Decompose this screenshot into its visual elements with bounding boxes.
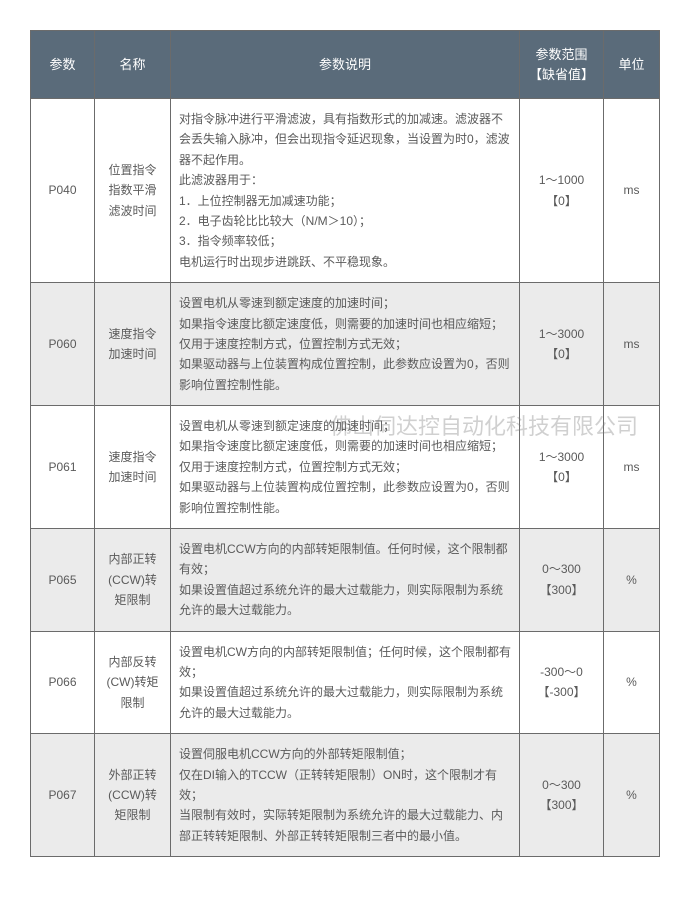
cell-param: P060: [31, 283, 95, 406]
table-header: 参数 名称 参数说明 参数范围【缺省值】 单位: [31, 31, 660, 99]
cell-desc: 设置电机CCW方向的内部转矩限制值。任何时候，这个限制都有效；如果设置值超过系统…: [171, 529, 520, 632]
cell-name: 位置指令指数平滑滤波时间: [95, 99, 171, 283]
table-row: P066内部反转(CW)转矩限制设置电机CW方向的内部转矩限制值；任何时候，这个…: [31, 631, 660, 734]
col-header-param: 参数: [31, 31, 95, 99]
table-row: P060速度指令加速时间设置电机从零速到额定速度的加速时间；如果指令速度比额定速…: [31, 283, 660, 406]
cell-param: P065: [31, 529, 95, 632]
cell-range: -300～0【-300】: [520, 631, 604, 734]
cell-unit: %: [604, 529, 660, 632]
cell-unit: %: [604, 734, 660, 857]
cell-param: P067: [31, 734, 95, 857]
col-header-name: 名称: [95, 31, 171, 99]
cell-param: P066: [31, 631, 95, 734]
table-body: P040位置指令指数平滑滤波时间对指令脉冲进行平滑滤波，具有指数形式的加减速。滤…: [31, 99, 660, 857]
cell-name: 速度指令加速时间: [95, 283, 171, 406]
cell-unit: ms: [604, 406, 660, 529]
cell-name: 速度指令加速时间: [95, 406, 171, 529]
cell-desc: 设置电机从零速到额定速度的加速时间；如果指令速度比额定速度低，则需要的加速时间也…: [171, 283, 520, 406]
cell-param: P061: [31, 406, 95, 529]
cell-range: 0～300【300】: [520, 734, 604, 857]
cell-param: P040: [31, 99, 95, 283]
table-row: P065内部正转(CCW)转矩限制设置电机CCW方向的内部转矩限制值。任何时候，…: [31, 529, 660, 632]
table-row: P067外部正转(CCW)转矩限制设置伺服电机CCW方向的外部转矩限制值；仅在D…: [31, 734, 660, 857]
table-row: P061速度指令加速时间设置电机从零速到额定速度的加速时间；如果指令速度比额定速…: [31, 406, 660, 529]
cell-desc: 对指令脉冲进行平滑滤波，具有指数形式的加减速。滤波器不会丢失输入脉冲，但会出现指…: [171, 99, 520, 283]
cell-name: 内部正转(CCW)转矩限制: [95, 529, 171, 632]
cell-range: 0～300【300】: [520, 529, 604, 632]
cell-range: 1～3000【0】: [520, 283, 604, 406]
col-header-range: 参数范围【缺省值】: [520, 31, 604, 99]
cell-unit: ms: [604, 283, 660, 406]
cell-desc: 设置电机从零速到额定速度的加速时间；如果指令速度比额定速度低，则需要的加速时间也…: [171, 406, 520, 529]
cell-range: 1～3000【0】: [520, 406, 604, 529]
cell-desc: 设置电机CW方向的内部转矩限制值；任何时候，这个限制都有效；如果设置值超过系统允…: [171, 631, 520, 734]
col-header-unit: 单位: [604, 31, 660, 99]
cell-range: 1～1000【0】: [520, 99, 604, 283]
table-row: P040位置指令指数平滑滤波时间对指令脉冲进行平滑滤波，具有指数形式的加减速。滤…: [31, 99, 660, 283]
cell-unit: %: [604, 631, 660, 734]
col-header-desc: 参数说明: [171, 31, 520, 99]
parameter-table: 参数 名称 参数说明 参数范围【缺省值】 单位 P040位置指令指数平滑滤波时间…: [30, 30, 660, 857]
cell-name: 内部反转(CW)转矩限制: [95, 631, 171, 734]
cell-desc: 设置伺服电机CCW方向的外部转矩限制值；仅在DI输入的TCCW（正转转矩限制）O…: [171, 734, 520, 857]
cell-unit: ms: [604, 99, 660, 283]
cell-name: 外部正转(CCW)转矩限制: [95, 734, 171, 857]
